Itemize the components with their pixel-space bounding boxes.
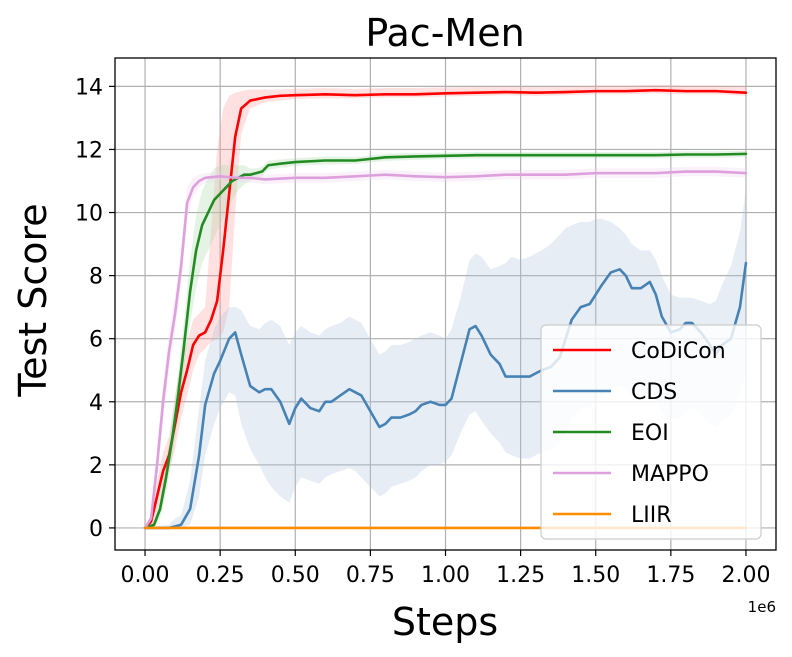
legend-label-codicon: CoDiCon <box>631 339 726 364</box>
x-tick-label: 0.50 <box>271 563 320 588</box>
y-tick-label: 4 <box>89 391 103 416</box>
x-tick-label: 0.75 <box>346 563 395 588</box>
y-axis-title: Test Score <box>11 203 55 397</box>
band-cds <box>145 190 746 528</box>
x-tick-label: 2.00 <box>721 563 770 588</box>
legend-label-mappo: MAPPO <box>631 462 709 487</box>
legend-label-liir: LIIR <box>631 503 672 528</box>
x-tick-label: 1.00 <box>421 563 470 588</box>
x-tick-label: 0.00 <box>121 563 170 588</box>
series-line-codicon <box>143 88 748 530</box>
x-tick-label: 1.75 <box>646 563 695 588</box>
x-axis-offset-label: 1e6 <box>748 598 776 616</box>
series-line-eoi <box>143 152 748 530</box>
series-line-cds <box>143 261 748 530</box>
y-tick-label: 6 <box>89 328 103 353</box>
legend-box <box>540 324 762 540</box>
x-tick-label: 0.25 <box>196 563 245 588</box>
y-tick-label: 14 <box>75 75 103 100</box>
chart-title: Pac-Men <box>365 11 524 55</box>
legend: CoDiCon CDS EOI MAPPO LIIR <box>540 324 762 540</box>
y-tick-label: 12 <box>75 138 103 163</box>
y-tick-label: 8 <box>89 265 103 290</box>
y-tick-label: 2 <box>89 454 103 479</box>
x-tick-label: 1.50 <box>571 563 620 588</box>
legend-label-cds: CDS <box>631 380 677 405</box>
y-tick-label: 0 <box>89 517 103 542</box>
axes: 0.00 0.25 0.50 0.75 1.00 1.25 1.50 1.75 2.00 0 2 4 6… <box>75 57 777 588</box>
legend-label-eoi: EOI <box>631 421 669 446</box>
x-tick-label: 1.25 <box>496 563 545 588</box>
band-eoi <box>145 150 746 528</box>
series-line-mappo <box>143 170 748 530</box>
x-axis-title: Steps <box>392 600 498 644</box>
confidence-bands <box>145 84 746 528</box>
y-tick-label: 10 <box>75 202 103 227</box>
